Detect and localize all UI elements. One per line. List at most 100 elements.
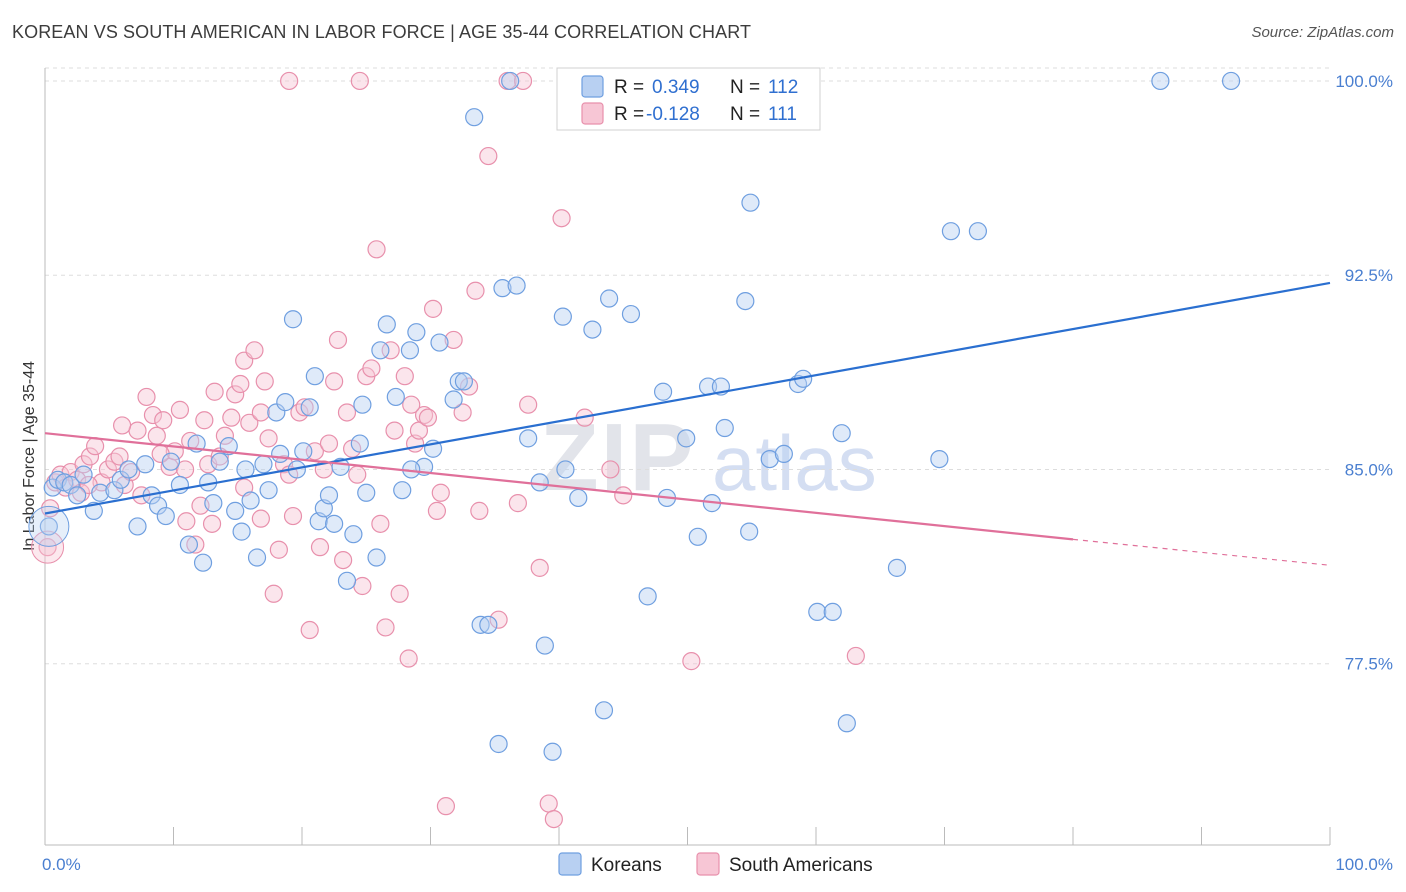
south-american-point-55 (325, 372, 344, 391)
south-american-point-47 (283, 506, 303, 526)
south-american-point-16 (128, 421, 147, 440)
korean-point-5 (68, 486, 87, 505)
korean-point-102 (968, 222, 988, 241)
south-american-point-69 (390, 584, 409, 603)
bottom-legend-sa-swatch (696, 852, 720, 876)
south-american-trend-line (44, 432, 1074, 541)
korean-trend-line (44, 281, 1331, 515)
y-axis-title: In Labor Force | Age 35-44 (21, 361, 38, 551)
korean-point-16 (156, 506, 175, 526)
south-american-point-24 (170, 400, 190, 419)
south-american-point-75 (418, 408, 438, 427)
korean-point-66 (493, 279, 512, 298)
korean-point-49 (367, 548, 386, 567)
south-american-point-60 (348, 465, 367, 484)
y-tick-label-0: 77.5% (1345, 655, 1393, 674)
korean-point-38 (294, 442, 313, 461)
south-american-point-33 (215, 426, 234, 445)
korean-point-60 (449, 372, 468, 391)
south-american-point-44 (269, 540, 288, 559)
korean-point-62 (465, 108, 484, 127)
south-american-point-39 (245, 341, 264, 360)
south-american-point-13 (110, 447, 129, 466)
south-american-point-36 (231, 374, 250, 394)
south-american-point-19 (143, 405, 163, 425)
y-tick-label-1: 85.0% (1345, 460, 1393, 479)
south-american-point-49 (295, 398, 314, 417)
south-american-point-98 (846, 646, 865, 666)
korean-point-24 (210, 452, 229, 471)
south-american-point-66 (376, 618, 395, 637)
south-american-point-79 (436, 797, 456, 816)
correlation-legend: R = 0.349 N = 112 R = -0.128 N = 111 (556, 67, 821, 131)
south-american-point-27 (186, 535, 205, 554)
legend-sa-swatch (581, 102, 604, 125)
south-american-point-89 (519, 395, 538, 414)
korean-point-59 (444, 390, 463, 409)
south-american-point-56 (328, 330, 348, 350)
korean-point-80 (653, 382, 673, 401)
trend-lines (44, 281, 1331, 566)
korean-point-83 (688, 527, 707, 546)
south-american-point-0 (38, 538, 57, 557)
korean-point-47 (350, 434, 369, 453)
x-tick-label-min: 0.0% (42, 855, 81, 874)
x-tick-label-max: 100.0% (1335, 855, 1393, 874)
south-american-point-80 (444, 330, 463, 350)
south-american-point-87 (508, 494, 527, 513)
korean-point-48 (357, 483, 376, 502)
south-american-point-58 (337, 403, 357, 422)
south-american-point-54 (319, 434, 339, 453)
korean-point-4 (61, 475, 80, 495)
korean-point-52 (386, 387, 405, 407)
south-american-point-29 (195, 411, 214, 430)
south-american-point-92 (544, 809, 563, 829)
south-american-point-95 (601, 460, 620, 479)
korean-point-55 (407, 323, 426, 342)
korean-point-26 (226, 501, 245, 520)
south-american-point-63 (362, 359, 381, 378)
korean-point-6 (74, 465, 93, 484)
legend-sa-r-value: -0.128 (646, 104, 700, 125)
south-american-point-93 (552, 209, 571, 228)
korean-point-50 (371, 341, 390, 360)
korean-point-39 (300, 398, 319, 417)
korean-point-77 (600, 289, 619, 308)
korean-point-89 (740, 522, 759, 541)
korean-point-99 (887, 558, 907, 577)
south-american-point-105 (112, 416, 132, 435)
korean-point-17 (161, 452, 181, 471)
source-credit: Source: ZipAtlas.com (1251, 24, 1394, 41)
south-american-point-52 (310, 538, 330, 557)
korean-point-58 (430, 333, 449, 352)
south-american-point-106 (402, 395, 421, 414)
south-american-point-109 (202, 514, 222, 533)
south-american-point-97 (682, 652, 701, 671)
south-american-point-31 (205, 382, 224, 401)
legend-korean-r-value: 0.349 (652, 77, 700, 98)
legend-sa-n-label: N = (730, 104, 760, 125)
korean-point-73 (553, 307, 572, 326)
y-tick-label-2: 92.5% (1345, 266, 1393, 285)
korean-point-13 (136, 455, 155, 474)
korean-point-95 (808, 602, 827, 622)
south-american-point-42 (259, 429, 278, 448)
korean-point-31 (254, 455, 273, 474)
series-legend: Koreans South Americans (558, 852, 873, 876)
south-american-point-41 (255, 372, 274, 391)
south-american-point-20 (147, 426, 166, 445)
legend-korean-n-value: 112 (768, 77, 798, 98)
south-american-point-78 (431, 483, 450, 502)
korean-point-45 (337, 571, 357, 590)
korean-point-54 (400, 341, 420, 360)
korean-point-9 (105, 481, 124, 500)
south-american-point-70 (395, 367, 414, 386)
korean-point-23 (204, 494, 223, 513)
south-american-point-57 (334, 550, 353, 570)
korean-point-46 (344, 525, 363, 544)
south-american-point-83 (470, 501, 489, 520)
korean-point-12 (128, 517, 147, 536)
korean-point-74 (569, 488, 588, 508)
south-american-point-100 (350, 71, 369, 91)
